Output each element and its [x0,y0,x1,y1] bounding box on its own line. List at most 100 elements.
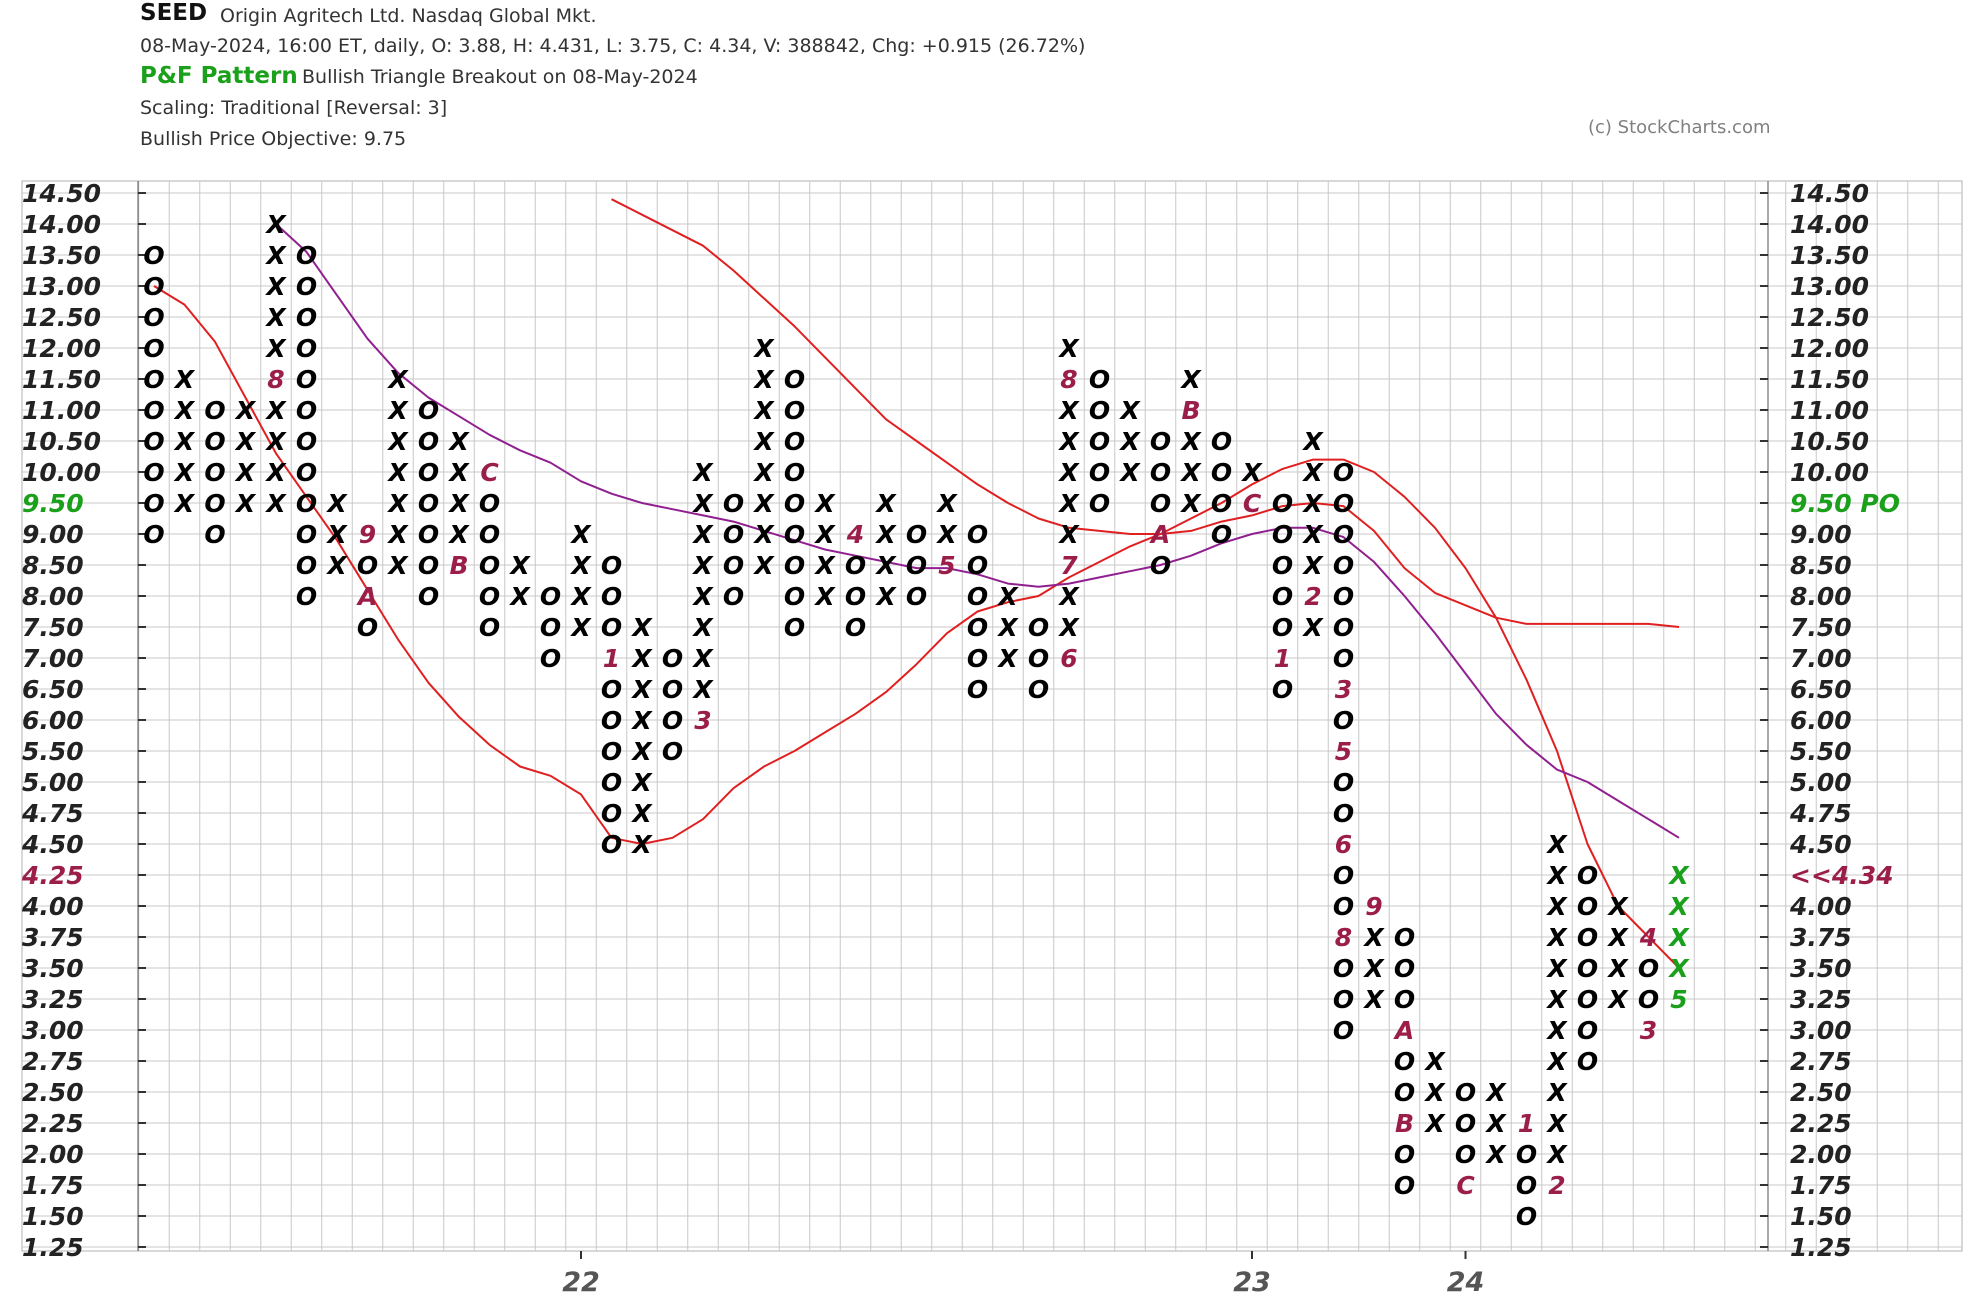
o-box: O [1333,954,1354,983]
x-box: X [234,458,257,487]
x-box: X [447,458,470,487]
o-box: O [296,241,317,270]
o-box: O [296,489,317,518]
o-box: O [845,613,866,642]
o-box: O [479,551,500,580]
price-label-right: 12.00 [1790,334,1869,363]
o-box: O [1272,613,1293,642]
x-box: X [935,520,958,549]
price-label-right: 9.00 [1790,520,1852,549]
price-label-left: 10.50 [22,427,101,456]
o-box: O [1211,489,1232,518]
o-box: O [1455,1078,1476,1107]
x-box: X [1606,954,1629,983]
copyright-text: (c) StockCharts.com [1588,117,1771,138]
x-box: X [691,458,714,487]
o-box: O [1028,675,1049,704]
x-box: X [752,365,775,394]
o-box: O [1089,396,1110,425]
x-box: X [1057,334,1080,363]
o-box: O [479,489,500,518]
o-box: O [723,551,744,580]
o-box: O [1577,861,1598,890]
x-box: X [1484,1078,1507,1107]
price-label-left: 12.50 [22,303,101,332]
x-box: X [1301,427,1324,456]
x-box: X [935,489,958,518]
o-box: O [296,272,317,301]
o-box: O [1272,582,1293,611]
price-label-left: 12.00 [22,334,101,363]
o-box: O [601,582,622,611]
o-box: O [784,365,805,394]
price-label-right: 8.50 [1790,551,1852,580]
month-marker: 8 [1060,365,1077,394]
month-marker: 3 [1640,1016,1657,1045]
price-label-right: 3.50 [1790,954,1852,983]
o-box: O [1211,427,1232,456]
o-box: O [1577,892,1598,921]
quote-line: 08-May-2024, 16:00 ET, daily, O: 3.88, H… [140,35,1086,57]
x-box: X [691,613,714,642]
o-box: O [479,582,500,611]
x-box: X [386,551,409,580]
x-box: X [691,489,714,518]
left-price-axis: 14.5014.0013.5013.0012.5012.0011.5011.00… [21,179,101,1262]
pattern-label: P&F Pattern [140,63,298,89]
month-marker: 8 [1335,923,1352,952]
month-marker: 5 [1670,985,1687,1014]
x-box: X [752,427,775,456]
x-box: X [1423,1078,1446,1107]
o-box: O [906,551,927,580]
o-box: O [143,241,164,270]
o-box: O [204,396,225,425]
o-box: O [1333,861,1354,890]
o-box: O [204,520,225,549]
x-box: X [1423,1047,1446,1076]
o-box: O [1455,1140,1476,1169]
x-box: X [1667,861,1690,890]
o-box: O [143,334,164,363]
month-marker: B [449,551,468,580]
o-box: O [418,396,439,425]
x-box: X [1606,892,1629,921]
x-box: X [569,613,592,642]
o-box: O [1333,799,1354,828]
o-box: O [296,458,317,487]
x-box: X [1301,489,1324,518]
x-box: X [1667,892,1690,921]
price-label-right: 3.00 [1790,1016,1852,1045]
x-box: X [234,489,257,518]
o-box: O [143,427,164,456]
x-box: X [508,551,531,580]
moving-averages [153,198,1680,969]
o-box: O [1394,954,1415,983]
price-label-left: 3.50 [22,954,84,983]
x-box: X [325,520,348,549]
moving-average-line [153,285,1680,969]
o-box: O [143,520,164,549]
o-box: O [1516,1202,1537,1231]
o-box: O [1638,985,1659,1014]
o-box: O [662,706,683,735]
price-label-left: 3.25 [22,985,84,1014]
o-box: O [418,551,439,580]
x-box: X [1301,520,1324,549]
x-box: X [1545,1109,1568,1138]
x-box: X [691,675,714,704]
o-box: O [479,613,500,642]
o-box: O [296,365,317,394]
month-marker: 8 [267,365,284,394]
price-label-left: 7.50 [22,613,84,642]
x-box: X [691,582,714,611]
date-label: 22 [562,1267,600,1298]
x-box: X [752,551,775,580]
x-box: X [447,427,470,456]
x-box: X [752,334,775,363]
month-marker: 4 [1639,923,1657,952]
o-box: O [1333,644,1354,673]
o-box: O [296,396,317,425]
o-box: O [357,613,378,642]
o-box: O [1272,520,1293,549]
